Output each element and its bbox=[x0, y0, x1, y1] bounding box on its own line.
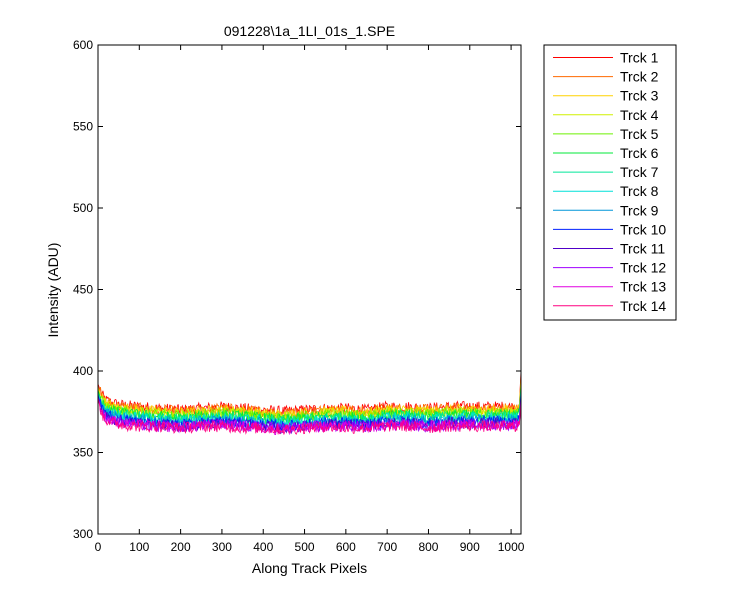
legend-label: Trck 13 bbox=[620, 279, 666, 295]
legend-label: Trck 7 bbox=[620, 164, 659, 180]
legend: Trck 1 Trck 2 Trck 3 Trck 4 Trck 5 Trck 6 Trck… bbox=[543, 44, 677, 321]
legend-label: Trck 4 bbox=[620, 107, 659, 123]
legend-items: Trck 1 Trck 2 Trck 3 Trck 4 Trck 5 Trck 6 Trck… bbox=[553, 50, 666, 314]
legend-label: Trck 8 bbox=[620, 183, 659, 199]
legend-label: Trck 6 bbox=[620, 145, 659, 161]
legend-label: Trck 11 bbox=[620, 241, 665, 257]
legend-label: Trck 9 bbox=[620, 202, 659, 218]
chart-title: 091228\1a_1LI_01s_1.SPE bbox=[224, 23, 395, 39]
legend-label: Trck 2 bbox=[620, 69, 659, 85]
ticks-layer: 0 100 200 300 400 500 600 700 800 900 1000 300 350 40… bbox=[73, 38, 525, 554]
x-tick-label: 600 bbox=[336, 540, 356, 554]
x-tick-label: 400 bbox=[253, 540, 273, 554]
y-tick-label: 550 bbox=[73, 120, 93, 134]
y-axis-label: Intensity (ADU) bbox=[45, 243, 61, 338]
series-layer bbox=[97, 370, 522, 436]
legend-label: Trck 12 bbox=[620, 260, 666, 276]
legend-label: Trck 14 bbox=[620, 298, 666, 314]
y-tick-label: 350 bbox=[73, 446, 93, 460]
y-tick-label: 300 bbox=[73, 527, 93, 541]
y-tick-label: 600 bbox=[73, 38, 93, 52]
x-axis-label: Along Track Pixels bbox=[252, 560, 367, 576]
legend-label: Trck 5 bbox=[620, 126, 659, 142]
legend-label: Trck 3 bbox=[620, 88, 659, 104]
x-tick-label: 900 bbox=[460, 540, 480, 554]
y-tick-label: 500 bbox=[73, 201, 93, 215]
series-line bbox=[97, 398, 522, 435]
legend-label: Trck 1 bbox=[620, 50, 659, 66]
y-tick-label: 450 bbox=[73, 283, 93, 297]
x-tick-label: 300 bbox=[212, 540, 232, 554]
x-tick-label: 500 bbox=[295, 540, 315, 554]
x-tick-label: 1000 bbox=[498, 540, 525, 554]
x-tick-label: 100 bbox=[129, 540, 149, 554]
y-tick-label: 400 bbox=[73, 364, 93, 378]
x-tick-label: 800 bbox=[418, 540, 438, 554]
legend-label: Trck 10 bbox=[620, 221, 666, 237]
legend-box bbox=[543, 44, 677, 321]
x-tick-label: 200 bbox=[171, 540, 191, 554]
x-tick-label: 700 bbox=[377, 540, 397, 554]
x-tick-label: 0 bbox=[95, 540, 102, 554]
plot-area bbox=[98, 45, 521, 534]
